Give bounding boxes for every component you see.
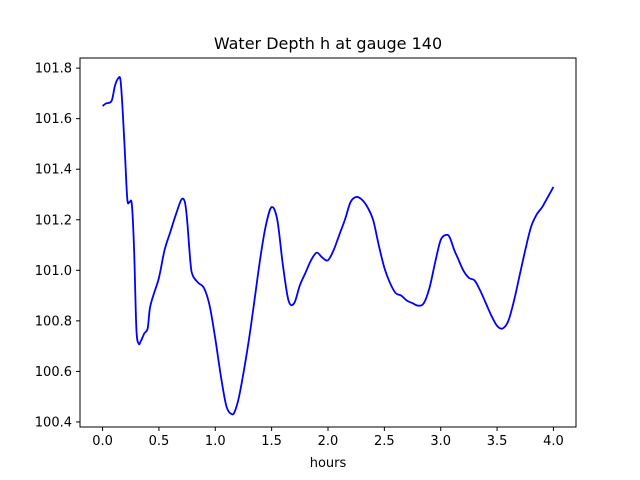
- y-tick-label: 101.0: [35, 264, 72, 279]
- x-tick-label: 2.0: [318, 434, 339, 449]
- x-axis-label: hours: [310, 456, 347, 471]
- chart-title: Water Depth h at gauge 140: [214, 34, 442, 53]
- y-tick-label: 100.4: [35, 415, 72, 430]
- x-tick-label: 3.0: [430, 434, 451, 449]
- x-tick-label: 0.0: [92, 434, 113, 449]
- x-tick-label: 1.5: [261, 434, 282, 449]
- y-tick-label: 101.6: [35, 112, 72, 127]
- plot-area: [101, 76, 555, 416]
- y-tick-label: 100.8: [35, 314, 72, 329]
- x-axis: 0.0 0.5 1.0 1.5 2.0 2.5 3.0 3.5 4.0: [92, 427, 564, 449]
- x-tick-label: 3.5: [487, 434, 508, 449]
- x-tick-label: 4.0: [543, 434, 564, 449]
- y-tick-label: 101.8: [35, 62, 72, 77]
- x-tick-label: 0.5: [149, 434, 170, 449]
- y-axis: 100.4 100.6 100.8 101.0 101.2 101.4 101.6 101.8: [35, 62, 80, 430]
- y-tick-label: 101.2: [35, 213, 72, 228]
- x-tick-label: 1.0: [205, 434, 226, 449]
- series-line: [101, 76, 555, 416]
- plot-frame: [79, 57, 577, 428]
- x-tick-label: 2.5: [374, 434, 395, 449]
- y-tick-label: 101.4: [35, 163, 72, 178]
- y-tick-label: 100.6: [35, 365, 72, 380]
